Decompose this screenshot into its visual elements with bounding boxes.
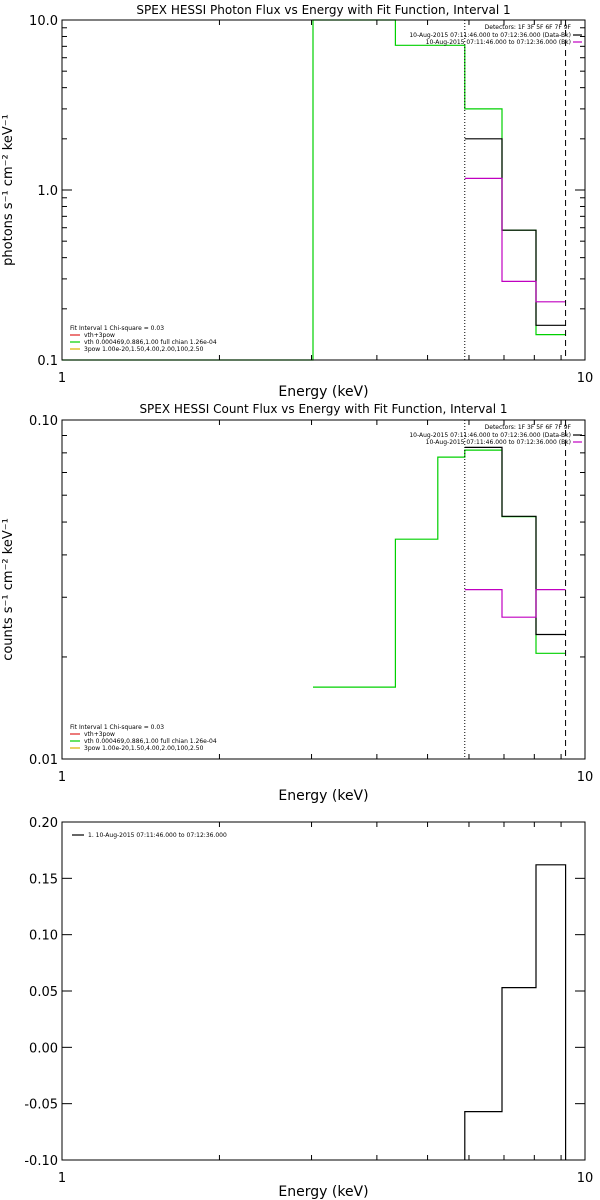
series-line-1 [62,19,566,361]
series-line-3 [464,589,566,618]
plot-title: SPEX HESSI Count Flux vs Energy with Fit… [139,402,507,416]
y-tick-label: 0.20 [29,816,58,831]
y-tick-label: 0.1 [37,354,58,369]
y-tick-label: 0.05 [29,985,58,1000]
legend-header: Detectors: 1F 3F 5F 6F 7F 9F [485,24,572,31]
legend-entry: 1. 10-Aug-2015 07:11:46.000 to 07:12:36.… [88,832,227,839]
plot-panel-3: 1 10 Energy (keV) -0.10 -0.05 0.00 0.05 0.10 0.1… [24,816,593,1200]
legend-entry: 3pow 1.00e-20,1.50,4.00,2.00,100,2.50 [84,346,204,353]
plot-frame [61,419,586,760]
legend-entry: vth 0.000469,0.886,1.00 full chian 1.26e… [84,738,217,745]
legend-entry: Fit Interval 1 Chi-square = 0.03 [70,724,164,731]
y-tick-label: 0.15 [29,872,58,887]
legend-entry: 10-Aug-2015 07:11:46.000 to 07:12:36.000… [426,39,571,46]
y-axis-label: counts s⁻¹ cm⁻² keV⁻¹ [1,518,16,661]
legend-entry: vth 0.000469,0.886,1.00 full chian 1.26e… [84,339,217,346]
y-tick-label: 0.00 [29,1041,58,1056]
y-tick-label: -0.05 [24,1098,58,1113]
plot-panel-1: SPEX HESSI Photon Flux vs Energy with Fi… [1,3,593,400]
x-axis-label: Energy (keV) [278,1184,368,1200]
y-tick-label: -0.10 [24,1154,58,1169]
x-tick-label: 10 [577,770,594,785]
plot-frame [61,19,586,361]
y-tick-label: 0.10 [29,414,58,429]
plot-frame [61,821,586,1161]
y-tick-label: 1.0 [37,184,58,199]
legend-entry: 3pow 1.00e-20,1.50,4.00,2.00,100,2.50 [84,745,204,752]
x-tick-label: 10 [577,371,594,386]
series-line-2 [464,138,566,326]
plot-title: SPEX HESSI Photon Flux vs Energy with Fi… [136,3,510,17]
legend-entry: 10-Aug-2015 07:11:46.000 to 07:12:36.000… [409,32,571,39]
series-line-3 [464,177,566,303]
series-line-1 [464,864,567,1160]
plot-panel-2: SPEX HESSI Count Flux vs Energy with Fit… [1,402,593,804]
legend-header: Detectors: 1F 3F 5F 6F 7F 9F [485,424,572,431]
legend-entry: 10-Aug-2015 07:11:46.000 to 07:12:36.000… [409,432,571,439]
legend-entry: vth+3pow [84,332,115,339]
legend-entry: 10-Aug-2015 07:11:46.000 to 07:12:36.000… [426,439,571,446]
x-tick-label: 1 [58,1171,66,1186]
y-tick-label: 0.10 [29,929,58,944]
series-line-2 [464,446,566,636]
x-tick-label: 1 [58,371,66,386]
x-axis-label: Energy (keV) [278,788,368,804]
y-tick-label: 10.0 [29,14,58,29]
x-axis-label: Energy (keV) [278,384,368,400]
y-tick-label: 0.01 [29,753,58,768]
legend-entry: vth+3pow [84,731,115,738]
legend-entry: Fit Interval 1 Chi-square = 0.03 [70,325,164,332]
x-tick-label: 1 [58,770,66,785]
y-axis-label: photons s⁻¹ cm⁻² keV⁻¹ [1,114,16,266]
x-tick-label: 10 [577,1171,594,1186]
series-line-1 [313,449,566,688]
